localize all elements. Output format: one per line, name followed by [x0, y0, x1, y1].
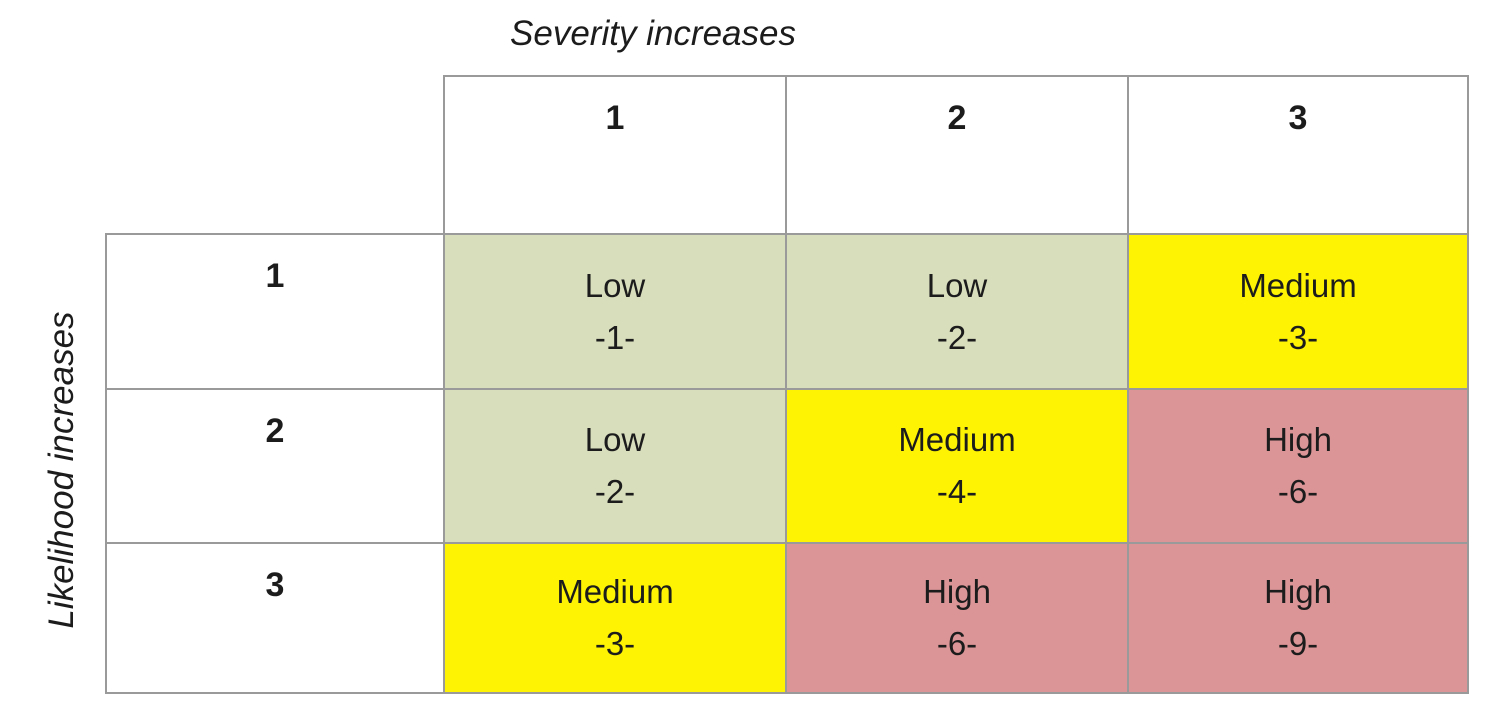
matrix-cell-r1c2: Low -2- [785, 233, 1129, 390]
matrix-cell-r3c2: High -6- [785, 542, 1129, 694]
risk-score: -9- [1277, 625, 1319, 662]
risk-level-label: Medium [898, 421, 1016, 458]
risk-matrix-table: 1 2 3 1 Low -1- Low -2- Medium -3- 2 Low… [105, 75, 1469, 694]
column-header-row: 1 2 3 [106, 75, 1469, 235]
risk-score: -4- [936, 473, 978, 510]
table-row: 2 Low -2- Medium -4- High -6- [105, 388, 1469, 544]
risk-level-label: Low [584, 421, 646, 458]
risk-score: -3- [1277, 318, 1319, 356]
risk-level-label: High [1264, 421, 1332, 458]
table-row: 1 Low -1- Low -2- Medium -3- [105, 233, 1469, 390]
risk-level-label: High [1264, 573, 1332, 610]
severity-axis-label: Severity increases [510, 14, 796, 53]
matrix-cell-r2c3: High -6- [1127, 388, 1469, 544]
matrix-cell-r2c1: Low -2- [443, 388, 787, 544]
column-header-severity-2: 2 [785, 75, 1129, 235]
likelihood-axis-label: Likelihood increases [42, 311, 81, 629]
matrix-cell-r3c1: Medium -3- [443, 542, 787, 694]
risk-level-label: Medium [556, 573, 674, 610]
matrix-cell-r1c3: Medium -3- [1127, 233, 1469, 390]
risk-score: -6- [1277, 473, 1319, 510]
risk-level-label: Low [584, 266, 646, 304]
risk-score: -3- [594, 625, 636, 662]
row-header-likelihood-2: 2 [105, 388, 445, 544]
risk-score: -6- [936, 625, 978, 662]
risk-score: -2- [594, 473, 636, 510]
risk-level-label: High [923, 573, 991, 610]
row-header-likelihood-3: 3 [105, 542, 445, 694]
column-header-severity-1: 1 [443, 75, 787, 235]
matrix-cell-r2c2: Medium -4- [785, 388, 1129, 544]
risk-score: -2- [936, 318, 978, 356]
matrix-cell-r3c3: High -9- [1127, 542, 1469, 694]
risk-level-label: Low [926, 266, 988, 304]
row-header-likelihood-1: 1 [105, 233, 445, 390]
column-header-severity-3: 3 [1127, 75, 1469, 235]
risk-level-label: Medium [1239, 266, 1357, 304]
risk-score: -1- [594, 318, 636, 356]
table-row: 3 Medium -3- High -6- High -9- [105, 542, 1469, 694]
corner-spacer [106, 76, 444, 234]
matrix-cell-r1c1: Low -1- [443, 233, 787, 390]
